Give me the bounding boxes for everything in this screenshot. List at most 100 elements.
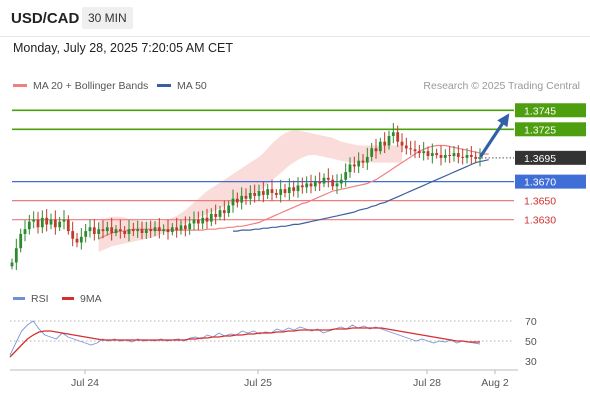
candle-body [157, 227, 161, 232]
rsi-legend-label: RSI [31, 293, 49, 305]
legend-ma50: MA 50 [157, 80, 207, 92]
candle-body [287, 187, 291, 193]
ma20-swatch [13, 83, 27, 87]
candle-body [357, 160, 361, 167]
rsi-ma-legend-label: 9MA [80, 293, 102, 305]
candle-body [183, 225, 187, 230]
level-label-1.3650: 1.3650 [524, 196, 556, 208]
candle-body [36, 219, 40, 228]
candle-body [188, 223, 192, 230]
level-text: 1.3650 [524, 196, 556, 208]
candle-body [10, 262, 14, 267]
candle-body [162, 229, 166, 232]
candle-body [469, 155, 473, 157]
candle-body [448, 155, 452, 156]
level-label-1.3725: 1.3725 [515, 122, 586, 137]
candle-body [370, 148, 374, 157]
candle-body [270, 189, 274, 193]
candle-body [339, 179, 343, 184]
candle-body [240, 195, 244, 203]
timeframe-badge[interactable]: 30 MIN [82, 7, 133, 29]
candle-body [235, 198, 239, 203]
candle-body [452, 153, 456, 156]
ma50-line [233, 159, 489, 232]
legend-ma20-label: MA 20 + Bollinger Bands [33, 80, 149, 92]
candle-body [417, 151, 421, 154]
candle-body [443, 155, 447, 158]
level-text: 1.3695 [524, 153, 556, 165]
candle-body [192, 219, 196, 224]
datetime-label: Monday, July 28, 2025 7:20:05 AM CET [13, 41, 234, 55]
candle-body [361, 160, 365, 163]
candle-body [283, 189, 287, 193]
candle-body [170, 227, 174, 233]
candle-body [465, 155, 469, 158]
projection-arrow [479, 116, 508, 158]
rsi-line [9, 320, 481, 356]
candle-body [305, 183, 309, 188]
rsi-ma-legend: 9MA [62, 293, 102, 305]
rsi-ma-swatch [62, 296, 74, 300]
rsi-swatch [13, 296, 25, 300]
rsi-tick-label: 70 [525, 316, 537, 328]
legend-ma20: MA 20 + Bollinger Bands [13, 80, 148, 92]
candle-body [166, 229, 170, 233]
candle-body [209, 214, 213, 222]
legend-ma50-label: MA 50 [177, 80, 207, 92]
candle-body [179, 225, 183, 231]
candle-body [391, 132, 395, 136]
candle-body [175, 227, 179, 231]
candle-body [313, 181, 317, 187]
candle-body [257, 191, 261, 196]
candle-body [365, 156, 369, 163]
candle-body [279, 189, 283, 195]
candle-body [478, 157, 482, 159]
candle-body [335, 183, 339, 187]
candle-body [27, 221, 31, 230]
candle-body [326, 177, 330, 180]
candle-body [266, 189, 270, 195]
candle-body [227, 205, 231, 213]
x-tick-label: Aug 2 [481, 377, 509, 389]
candle-body [378, 141, 382, 152]
rsi-tick-label: 30 [525, 356, 537, 368]
candle-body [88, 227, 92, 232]
candle-body [348, 164, 352, 173]
rsi-tick-label: 50 [525, 336, 537, 348]
credit-label: Research © 2025 Trading Central [423, 80, 580, 92]
candle-body [40, 217, 44, 228]
projection-arrow-head [497, 113, 510, 128]
candle-body [400, 141, 404, 146]
candle-body [101, 229, 105, 232]
candle-body [422, 151, 426, 154]
candle-body [374, 148, 378, 152]
candle-body [430, 153, 434, 156]
candle-body [253, 193, 257, 196]
candle-body [114, 229, 118, 233]
level-text: 1.3630 [524, 215, 556, 227]
candle-body [140, 229, 144, 233]
candle-body [222, 210, 226, 214]
candle-body [14, 248, 18, 263]
candle-body [49, 219, 53, 225]
level-label-1.3670: 1.3670 [515, 174, 586, 189]
level-box [515, 122, 586, 137]
candle-body [79, 236, 83, 243]
candle-body [105, 227, 109, 232]
candle-body [62, 219, 66, 222]
candle-body [149, 229, 153, 232]
header-bar: USD/CAD 30 MIN [0, 0, 590, 37]
candle-body [53, 219, 57, 228]
candle-body [331, 179, 335, 187]
candle-body [131, 229, 135, 232]
candle-body [261, 191, 265, 195]
candle-body [205, 217, 209, 222]
candle-body [144, 229, 148, 233]
candle-body [322, 177, 326, 184]
level-label-1.3745: 1.3745 [515, 103, 586, 118]
level-text: 1.3670 [524, 177, 556, 189]
candle-body [461, 156, 465, 158]
candle-body [292, 187, 296, 192]
